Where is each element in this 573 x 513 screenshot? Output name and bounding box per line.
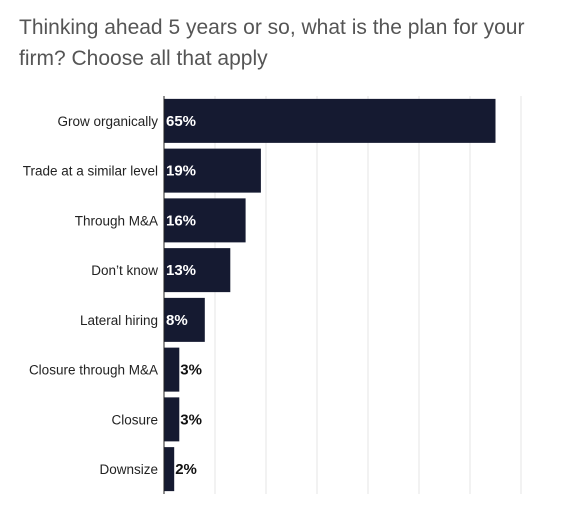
category-label: Don’t know xyxy=(91,263,158,278)
bar xyxy=(164,198,246,243)
bar xyxy=(164,447,175,492)
bar xyxy=(164,397,180,442)
category-labels: Grow organically Trade at a similar level… xyxy=(23,114,159,477)
value-label: 3% xyxy=(180,362,202,379)
gridlines xyxy=(214,96,522,494)
category-label: Trade at a similar level xyxy=(23,164,158,179)
category-label: Grow organically xyxy=(57,114,158,129)
bar xyxy=(164,148,261,193)
bar xyxy=(164,297,205,342)
value-label: 3% xyxy=(180,411,202,428)
value-label: 2% xyxy=(175,461,197,478)
value-labels: 65% 19% 16% 13% 8% 3% 3% 2% xyxy=(166,113,202,478)
category-label: Through M&A xyxy=(75,213,158,228)
category-label: Closure xyxy=(111,412,158,427)
value-label: 16% xyxy=(166,212,196,229)
category-label: Lateral hiring xyxy=(80,313,158,328)
bar xyxy=(164,98,496,143)
value-label: 65% xyxy=(166,113,196,130)
value-label: 13% xyxy=(166,262,196,279)
category-label: Downsize xyxy=(99,462,158,477)
category-label: Closure through M&A xyxy=(29,363,158,378)
bar xyxy=(164,248,231,293)
bars xyxy=(164,98,496,492)
chart-title: Thinking ahead 5 years or so, what is th… xyxy=(19,16,525,70)
value-label: 19% xyxy=(166,163,196,180)
value-label: 8% xyxy=(166,312,188,329)
bar xyxy=(164,347,180,392)
